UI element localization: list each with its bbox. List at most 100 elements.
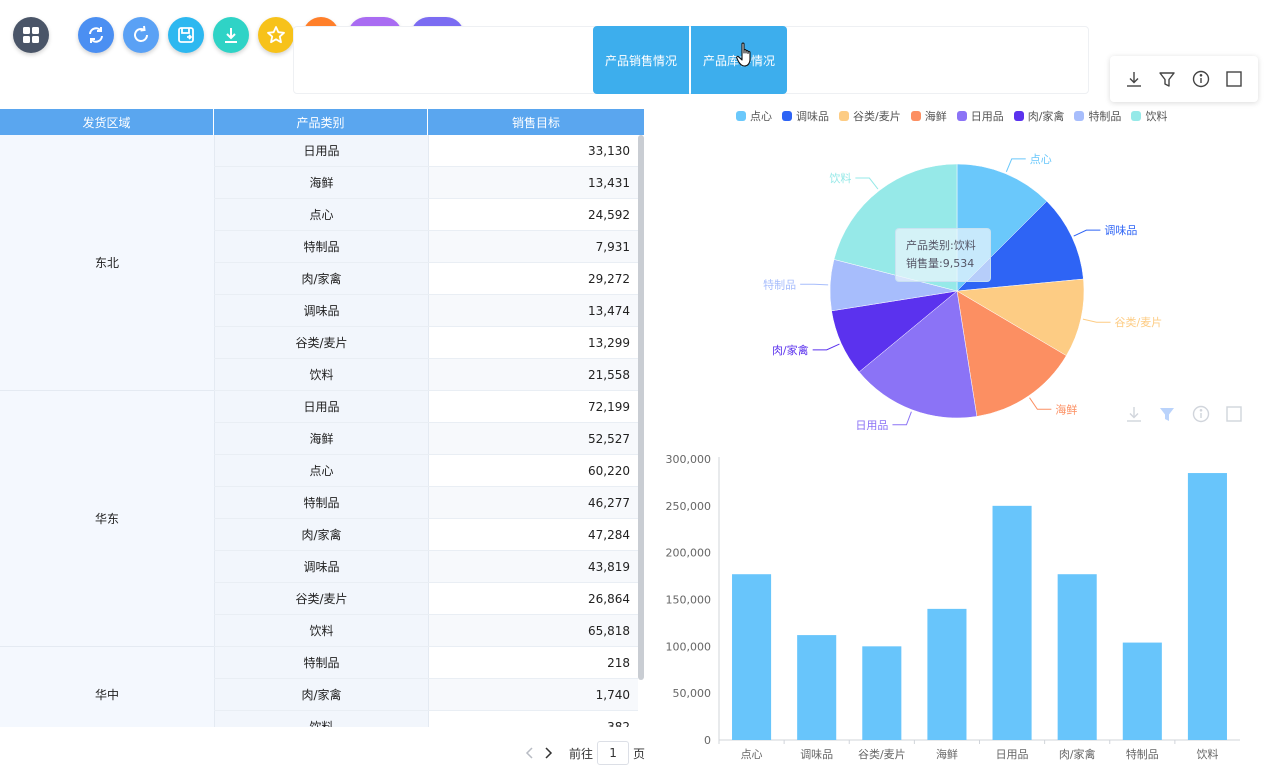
x-tick-label: 点心 <box>741 748 763 761</box>
legend-item[interactable]: 谷类/麦片 <box>839 108 901 124</box>
column-header-region[interactable]: 发货区域 <box>0 109 214 135</box>
x-tick-label: 调味品 <box>800 748 833 761</box>
target-value-cell: 47,284 <box>428 519 638 550</box>
filter-icon[interactable] <box>1158 404 1178 424</box>
legend-label: 调味品 <box>796 110 829 123</box>
bar[interactable] <box>732 574 772 740</box>
pie-slice[interactable] <box>956 290 1067 417</box>
table-row[interactable]: 肉/家禽 1,740 <box>214 679 638 711</box>
table-row[interactable]: 点心 24,592 <box>214 199 638 231</box>
table-row[interactable]: 点心 60,220 <box>214 455 638 487</box>
target-value-cell: 33,130 <box>428 135 638 166</box>
legend-swatch <box>782 111 792 121</box>
pagination: 前往 1 页 <box>523 740 645 766</box>
apps-menu-button[interactable] <box>13 17 49 53</box>
refresh-button[interactable] <box>78 17 114 53</box>
tab-product-sales[interactable]: 产品销售情况 <box>593 26 689 94</box>
table-row[interactable]: 调味品 43,819 <box>214 551 638 583</box>
category-cell: 谷类/麦片 <box>214 327 428 358</box>
table-row[interactable]: 饮料 65,818 <box>214 615 638 647</box>
legend-item[interactable]: 肉/家禽 <box>1013 108 1065 124</box>
legend-item[interactable]: 调味品 <box>782 108 829 124</box>
y-tick-label: 0 <box>704 734 711 747</box>
table-row[interactable]: 特制品 7,931 <box>214 231 638 263</box>
table-row[interactable]: 肉/家禽 47,284 <box>214 519 638 551</box>
legend-swatch <box>1074 111 1085 121</box>
download-button[interactable] <box>213 17 249 53</box>
legend-swatch <box>910 111 921 121</box>
legend-item[interactable]: 点心 <box>736 108 772 124</box>
legend-swatch <box>1013 111 1024 121</box>
target-value-cell: 26,864 <box>428 583 638 614</box>
pie-slice-label: 特制品 <box>763 277 796 291</box>
pie-label-line <box>1005 158 1026 173</box>
maximize-icon[interactable] <box>1225 404 1245 424</box>
category-cell: 饮料 <box>214 615 428 646</box>
bar[interactable] <box>1187 473 1227 740</box>
column-header-category[interactable]: 产品类别 <box>214 109 428 135</box>
filter-icon[interactable] <box>1158 69 1178 89</box>
chevron-right-icon[interactable] <box>541 747 555 759</box>
bar[interactable] <box>1057 574 1097 740</box>
maximize-icon[interactable] <box>1225 69 1245 89</box>
legend-item[interactable]: 海鲜 <box>910 108 947 124</box>
table-row[interactable]: 海鲜 52,527 <box>214 423 638 455</box>
reload-button[interactable] <box>123 17 159 53</box>
category-cell: 调味品 <box>214 551 428 582</box>
legend-label: 海鲜 <box>924 110 947 123</box>
table-row[interactable]: 谷类/麦片 26,864 <box>214 583 638 615</box>
y-tick-label: 50,000 <box>673 687 712 700</box>
pie-slice-label: 点心 <box>1030 153 1052 166</box>
y-tick-label: 250,000 <box>666 500 712 513</box>
download-icon[interactable] <box>1124 404 1144 424</box>
target-value-cell: 382 <box>428 711 638 727</box>
target-value-cell: 29,272 <box>428 263 638 294</box>
legend-label: 特制品 <box>1088 110 1122 123</box>
category-cell: 肉/家禽 <box>214 679 428 710</box>
bar[interactable] <box>992 505 1032 740</box>
column-header-target[interactable]: 销售目标 <box>511 115 560 130</box>
favorite-button[interactable] <box>258 17 294 53</box>
table-row[interactable]: 日用品 33,130 <box>214 135 638 167</box>
legend-label: 肉/家禽 <box>1027 110 1065 123</box>
download-icon <box>225 28 237 43</box>
download-icon[interactable] <box>1124 69 1144 89</box>
table-row[interactable]: 肉/家禽 29,272 <box>214 263 638 295</box>
category-cell: 肉/家禽 <box>214 263 428 294</box>
table-row[interactable]: 海鲜 13,431 <box>214 167 638 199</box>
table-row[interactable]: 调味品 13,474 <box>214 295 638 327</box>
table-row[interactable]: 饮料 21,558 <box>214 359 638 391</box>
bar[interactable] <box>797 635 837 740</box>
bar[interactable] <box>1122 642 1162 740</box>
table-row[interactable]: 特制品 46,277 <box>214 487 638 519</box>
legend-item[interactable]: 特制品 <box>1074 108 1121 124</box>
pie-slice-label: 谷类/麦片 <box>1115 315 1163 329</box>
target-value-cell: 13,299 <box>428 327 638 358</box>
info-icon[interactable] <box>1191 69 1211 89</box>
page-number-input[interactable]: 1 <box>597 741 630 765</box>
category-cell: 特制品 <box>214 647 428 678</box>
table-scrollbar[interactable] <box>638 135 644 680</box>
pie-slice-label: 肉/家禽 <box>772 343 809 357</box>
legend-item[interactable]: 饮料 <box>1131 108 1167 124</box>
info-icon[interactable] <box>1191 404 1211 424</box>
reload-icon <box>134 25 148 42</box>
region-cell: 华东 <box>0 391 214 647</box>
save-button[interactable] <box>168 17 204 53</box>
category-cell: 特制品 <box>214 231 428 262</box>
table-row[interactable]: 谷类/麦片 13,299 <box>214 327 638 359</box>
table-row[interactable]: 日用品 72,199 <box>214 391 638 423</box>
bar[interactable] <box>862 646 902 740</box>
table-row[interactable]: 饮料 382 <box>214 711 638 727</box>
pie-slice[interactable] <box>956 278 1085 356</box>
grid-icon <box>23 27 39 43</box>
pie-slice[interactable] <box>858 290 978 419</box>
chevron-left-icon[interactable] <box>523 747 537 759</box>
x-tick-label: 肉/家禽 <box>1059 747 1096 761</box>
table-row[interactable]: 特制品 218 <box>214 647 638 679</box>
bar[interactable] <box>927 608 967 740</box>
y-tick-label: 300,000 <box>666 453 712 466</box>
category-cell: 点心 <box>214 199 428 230</box>
legend-item[interactable]: 日用品 <box>956 108 1004 124</box>
category-cell: 日用品 <box>214 135 428 166</box>
